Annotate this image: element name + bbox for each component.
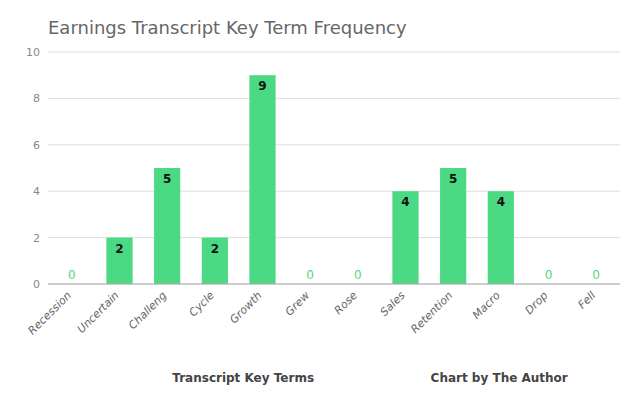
- chart-svg: 0246810025290045400RecessionUncertainCha…: [0, 0, 640, 396]
- y-tick-label: 2: [33, 232, 40, 245]
- grid-line: [48, 237, 620, 238]
- data-label: 2: [115, 242, 123, 256]
- chart-container: 0246810025290045400RecessionUncertainCha…: [0, 0, 640, 396]
- grid: [48, 52, 620, 284]
- x-tick-label: Fell: [576, 289, 599, 312]
- bar: [106, 238, 132, 284]
- bar: [249, 75, 275, 284]
- x-tick-label: Retention: [408, 289, 455, 336]
- grid-line: [48, 98, 620, 99]
- x-tick-label: Cycle: [187, 289, 218, 320]
- y-tick-label: 4: [33, 185, 40, 198]
- data-label: 0: [545, 268, 553, 282]
- data-label: 5: [163, 172, 171, 186]
- x-tick-label: Macro: [470, 289, 503, 322]
- x-axis-line: [48, 284, 620, 285]
- x-tick-label: Sales: [378, 289, 408, 319]
- grid-line: [48, 284, 620, 285]
- title: Earnings Transcript Key Term Frequency: [48, 17, 407, 38]
- x-tick-label: Grew: [283, 289, 313, 319]
- bar: [202, 238, 228, 284]
- grid-line: [48, 191, 620, 192]
- data-label: 4: [497, 195, 505, 209]
- data-label: 5: [449, 172, 457, 186]
- bar: [154, 168, 180, 284]
- bar: [488, 191, 514, 284]
- data-label: 0: [354, 268, 362, 282]
- grid-line: [48, 144, 620, 145]
- y-tick-label: 0: [33, 278, 40, 291]
- x-tick-label: Drop: [523, 289, 551, 317]
- data-label: 9: [258, 79, 266, 93]
- x-tick-label: Recession: [26, 289, 74, 337]
- y-tick-label: 8: [33, 92, 40, 105]
- data-label: 2: [211, 242, 219, 256]
- x-tick-label: Uncertain: [75, 289, 122, 336]
- y-tick-label: 6: [33, 139, 40, 152]
- bar: [440, 168, 466, 284]
- y-tick-label: 10: [26, 46, 40, 59]
- page: {"chart_data": {"type": "bar", "title": …: [0, 0, 640, 396]
- data-label: 0: [68, 268, 76, 282]
- x-tick-label: Growth: [227, 289, 265, 327]
- grid-line: [48, 52, 620, 53]
- bar: [392, 191, 418, 284]
- x-tick-label: Rose: [332, 289, 360, 317]
- x-axis-label: Transcript Key Terms: [172, 371, 314, 385]
- x-tick-label: Challeng: [126, 289, 169, 332]
- bars: [106, 75, 514, 284]
- data-label: 4: [401, 195, 409, 209]
- data-label: 0: [306, 268, 314, 282]
- data-label: 0: [592, 268, 600, 282]
- annotation: Chart by The Author: [431, 371, 568, 385]
